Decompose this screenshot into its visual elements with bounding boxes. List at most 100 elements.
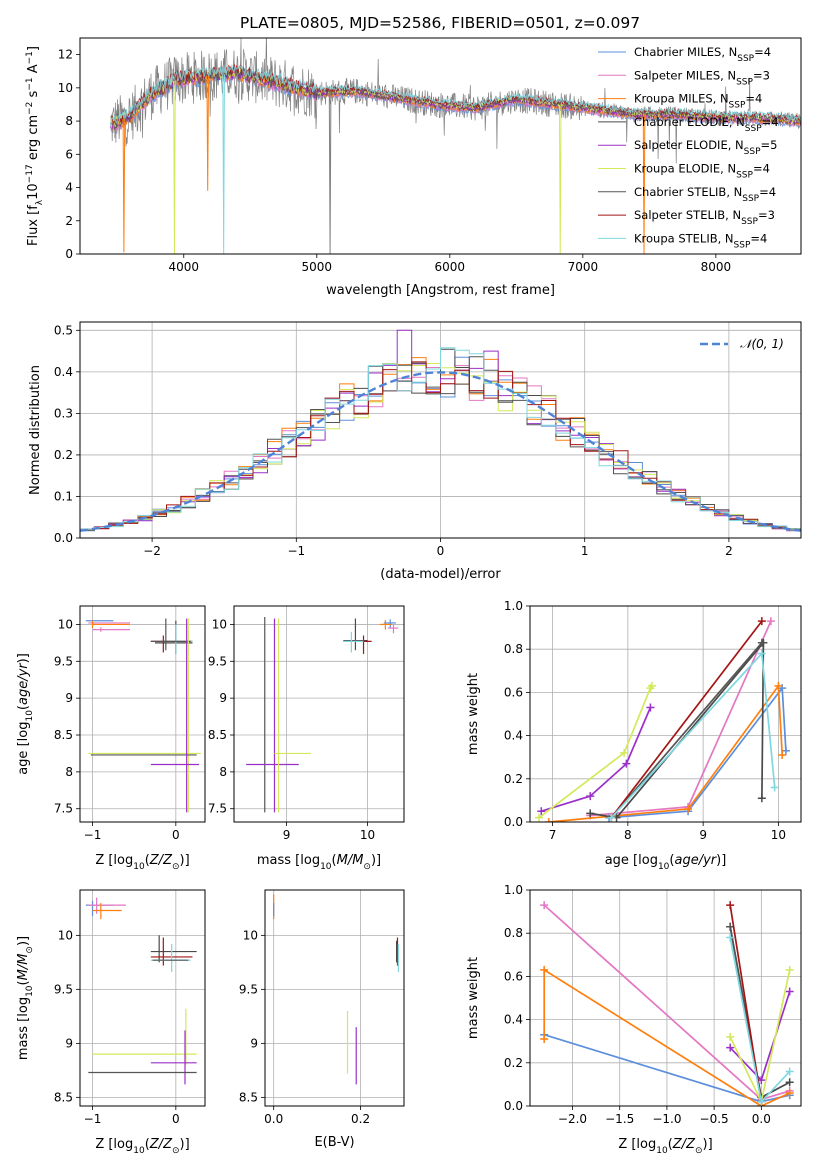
data-point	[770, 783, 779, 792]
label-part: Salpeter ELODIE, N	[634, 138, 744, 152]
x-tick-label: 9	[283, 828, 291, 842]
y-tick-label: 9.5	[208, 654, 227, 668]
y-tick-label: 0.2	[504, 772, 523, 786]
label-part: =4	[762, 115, 779, 129]
data-point	[647, 681, 656, 690]
x-axis-label: (data-model)/error	[380, 567, 501, 582]
label-part: age [log	[605, 853, 658, 868]
series-line	[590, 620, 772, 817]
plot-area	[85, 618, 201, 813]
label-part: age/yr	[674, 853, 717, 868]
y-tick-label: 8.5	[54, 728, 73, 742]
y-axis-label: mass weight	[466, 957, 481, 1039]
label-part: )]	[716, 853, 726, 868]
label-part: =4	[753, 162, 770, 176]
x-tick-label: 8000	[701, 260, 732, 274]
data-point	[785, 1078, 794, 1087]
legend-label: Chabrier MILES, NSSP=4	[634, 45, 771, 64]
label-part: ⊙	[695, 1146, 703, 1156]
data-point	[544, 818, 553, 822]
age-vs-Z-chart: −1 0 7.5 8 8.5 9 9.5 10	[54, 605, 206, 842]
y-axis-label: mass [log10(M/M⊙)]	[16, 936, 35, 1060]
label-part: Flux [f	[26, 205, 41, 246]
y-tick-label: 9.5	[239, 982, 258, 996]
data-point	[757, 794, 766, 803]
label-part: 10	[26, 183, 41, 200]
label-part: SSP	[744, 147, 761, 157]
label-part: )]	[180, 1137, 190, 1152]
y-tick-label: 10	[58, 617, 73, 631]
label-part: 10	[658, 862, 670, 872]
y-tick-label: 0.8	[504, 642, 523, 656]
label-part: Chabrier MILES, N	[634, 45, 737, 59]
x-tick-label: −1	[84, 828, 102, 842]
label-part: Z [log	[95, 1137, 133, 1152]
y-tick-label: 0.0	[54, 531, 73, 545]
spectrum-dip	[122, 118, 126, 253]
label-part: Chabrier ELODIE, N	[634, 115, 745, 129]
label-part: age [log	[16, 722, 31, 775]
residual-histogram-chart: −2 −1 0 1 2 0.0 0.1 0.2 0.3 0.4 0.5	[54, 321, 802, 558]
normal-curve	[80, 371, 801, 532]
label-part: Salpeter STELIB, N	[634, 208, 741, 222]
x-tick-label: 5000	[302, 260, 333, 274]
label-part: (	[16, 705, 31, 710]
y-tick-label: 9.5	[54, 654, 73, 668]
label-part: M/M	[16, 954, 31, 981]
series-line	[590, 640, 765, 819]
x-tick-label: 7	[549, 828, 557, 842]
y-tick-label: 0.6	[504, 685, 523, 699]
x-tick-label: 0.0	[264, 1112, 283, 1126]
label-part: (	[669, 853, 674, 868]
y-tick-label: 9	[250, 1036, 258, 1050]
x-tick-label: −2	[143, 544, 161, 558]
x-axis-label: age [log10(age/yr)]	[605, 853, 727, 872]
data-point	[684, 805, 693, 814]
label-part: Kroupa STELIB, N	[634, 231, 734, 245]
data-point	[757, 649, 766, 658]
label-part: SSP	[736, 77, 753, 87]
y-tick-label: 9.5	[54, 982, 73, 996]
label-part: 10	[133, 862, 145, 872]
x-tick-label: 9	[699, 828, 707, 842]
y-tick-label: 6	[65, 147, 73, 161]
y-tick-label: 8	[65, 765, 73, 779]
y-tick-label: 10	[212, 617, 227, 631]
series-line	[541, 707, 652, 813]
x-tick-label: −1	[84, 1112, 102, 1126]
y-tick-label: 0.2	[504, 1056, 523, 1070]
axes-frame	[264, 889, 405, 1107]
x-tick-label: −1.5	[605, 1112, 634, 1126]
figure-title: PLATE=0805, MJD=52586, FIBERID=0501, z=0…	[240, 14, 640, 32]
label-part: (	[332, 853, 337, 868]
legend-label: 𝒩(0, 1)	[740, 337, 784, 351]
label-part: SSP	[736, 171, 753, 181]
massweight-vs-Z-chart: −2.0 −1.5 −1.0 −0.5 0.0 0.0 0.2 0.4 0.6 0.8 1.0	[504, 883, 802, 1126]
y-axis-label: Normed distribution	[28, 365, 43, 495]
label-part: Kroupa MILES, N	[634, 92, 729, 106]
plot-area	[80, 329, 801, 538]
axes-frame	[233, 605, 405, 823]
y-tick-label: 0.5	[54, 323, 73, 337]
x-tick-label: −1	[287, 544, 305, 558]
y-tick-label: 1.0	[504, 883, 523, 897]
plot-area	[85, 897, 197, 1085]
legend-label: Salpeter STELIB, NSSP=3	[634, 208, 775, 227]
label-part: −1	[25, 77, 35, 90]
data-point	[757, 617, 766, 626]
series-line	[610, 642, 763, 819]
y-axis-label: mass weight	[466, 673, 481, 755]
y-tick-label: 2	[65, 214, 73, 228]
series-line	[538, 685, 653, 819]
label-part: =5	[761, 138, 778, 152]
label-part: erg cm	[26, 115, 41, 164]
x-axis-label: Z [log10(Z/Z⊙)]	[618, 1137, 712, 1156]
x-axis-label: Z [log10(Z/Z⊙)]	[95, 1137, 189, 1156]
y-tick-label: 7.5	[54, 802, 73, 816]
massweight-vs-age-chart: 7 8 9 10 0.0 0.2 0.4 0.6 0.8 1.0	[504, 599, 802, 842]
label-part: ⊙	[363, 862, 371, 872]
y-tick-label: 0.4	[504, 1013, 523, 1027]
y-tick-label: 10	[58, 928, 73, 942]
label-part: Z [log	[95, 853, 133, 868]
